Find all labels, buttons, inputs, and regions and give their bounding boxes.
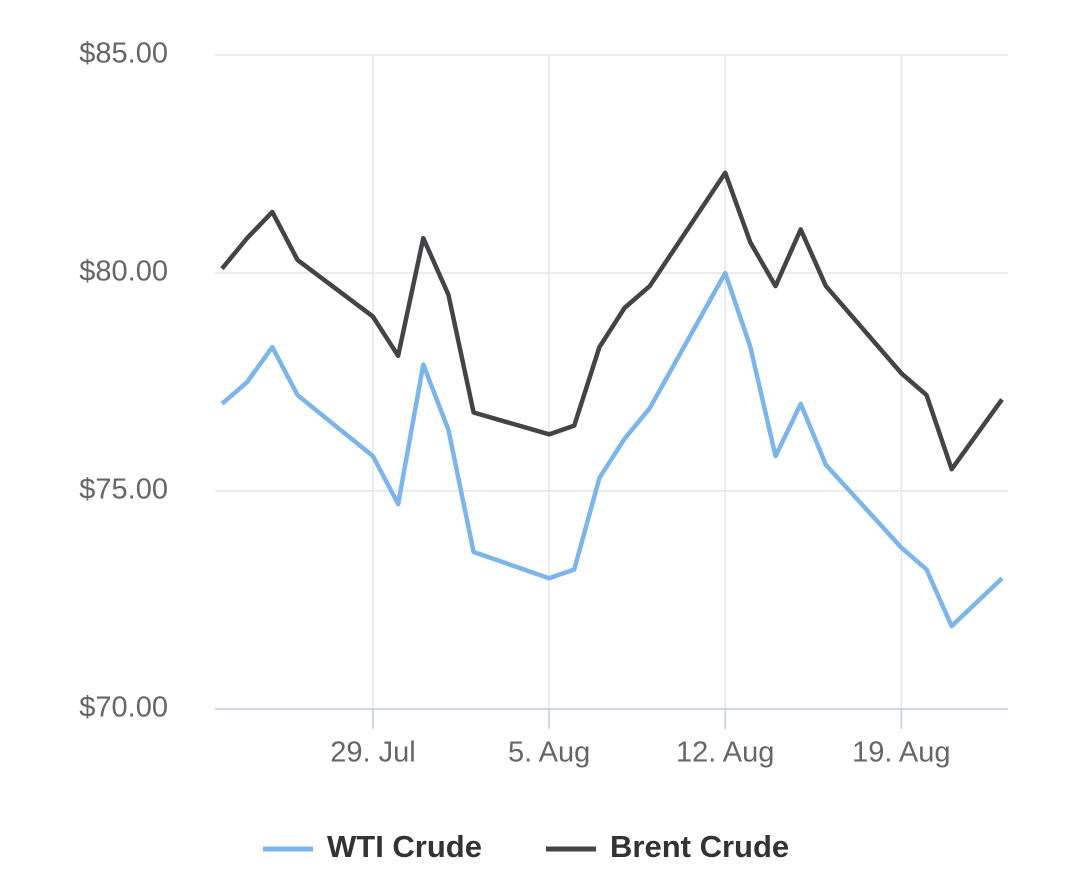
x-tick-label: 5. Aug: [508, 737, 590, 769]
series-line: [220, 270, 1004, 629]
legend-label: WTI Crude: [327, 829, 482, 864]
legend: WTI Crude Brent Crude: [263, 829, 789, 864]
legend-label: Brent Crude: [610, 829, 789, 864]
x-tick-label: 19. Aug: [852, 737, 950, 769]
y-tick-label: $70.00: [79, 692, 168, 724]
y-tick-label: $80.00: [79, 256, 168, 288]
y-tick-label: $75.00: [79, 474, 168, 506]
y-tick-label: $85.00: [79, 38, 168, 70]
x-tick-label: 29. Jul: [330, 737, 415, 769]
x-tick-label: 12. Aug: [676, 737, 774, 769]
series-line: [220, 170, 1004, 472]
